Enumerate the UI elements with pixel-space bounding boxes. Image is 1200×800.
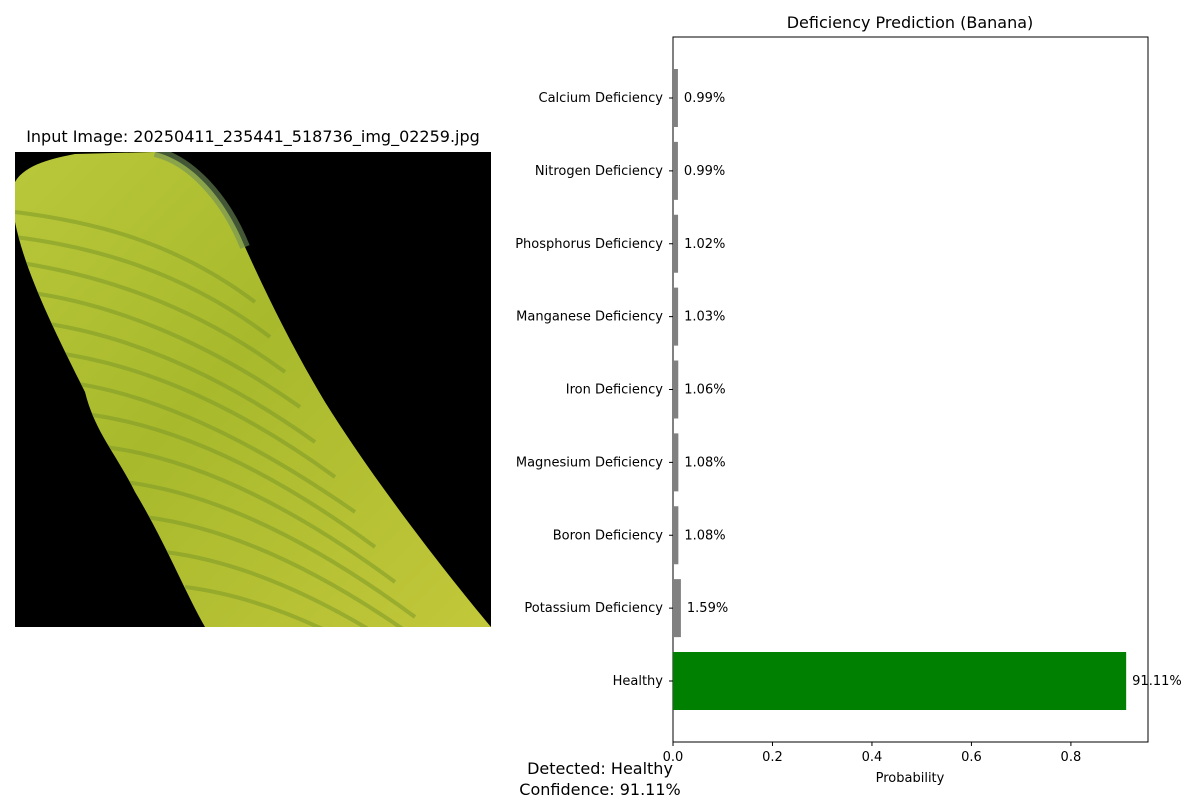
- x-tick-label: 0.0: [663, 750, 684, 765]
- x-tick-label: 0.8: [1061, 750, 1082, 765]
- data-label: 1.08%: [684, 455, 725, 470]
- image-title: Input Image: 20250411_235441_518736_img_…: [26, 127, 480, 146]
- bar-manganese-deficiency: [673, 287, 679, 346]
- data-label: 1.59%: [687, 601, 728, 616]
- y-tick-label: Iron Deficiency: [566, 383, 664, 398]
- data-label: 1.06%: [684, 383, 725, 398]
- prediction-summary: Detected: Healthy Confidence: 91.11%: [450, 758, 750, 800]
- y-tick-label: Healthy: [613, 674, 664, 689]
- x-tick-label: 0.6: [961, 750, 982, 765]
- bar-boron-deficiency: [673, 506, 679, 565]
- y-tick-label: Nitrogen Deficiency: [535, 164, 663, 179]
- y-tick-label: Phosphorus Deficiency: [515, 237, 663, 252]
- data-label: 1.02%: [684, 237, 725, 252]
- data-label: 0.99%: [684, 91, 725, 106]
- x-axis-label: Probability: [876, 771, 945, 786]
- data-label: 91.11%: [1132, 674, 1182, 689]
- x-tick-label: 0.2: [762, 750, 783, 765]
- y-tick-label: Calcium Deficiency: [539, 91, 664, 106]
- bar-potassium-deficiency: [673, 579, 681, 638]
- data-label: 1.08%: [684, 528, 725, 543]
- y-tick-label: Manganese Deficiency: [516, 310, 663, 325]
- chart-title: Deficiency Prediction (Banana): [787, 13, 1034, 32]
- detected-label: Detected: Healthy: [527, 759, 673, 778]
- bar-calcium-deficiency: [673, 69, 678, 127]
- input-image: [15, 152, 491, 627]
- y-tick-label: Potassium Deficiency: [524, 601, 663, 616]
- bar-magnesium-deficiency: [673, 433, 679, 492]
- y-tick-label: Magnesium Deficiency: [516, 455, 663, 470]
- plot-frame: [672, 36, 1149, 743]
- bar-nitrogen-deficiency: [673, 141, 678, 200]
- banana-leaf-image: [15, 152, 491, 627]
- bar-phosphorus-deficiency: [673, 214, 679, 273]
- y-tick-label: Boron Deficiency: [553, 528, 664, 543]
- bar-healthy: [673, 652, 1127, 710]
- data-label: 0.99%: [684, 164, 725, 179]
- data-label: 1.03%: [684, 310, 725, 325]
- confidence-label: Confidence: 91.11%: [519, 780, 681, 799]
- x-tick-label: 0.4: [862, 750, 883, 765]
- bar-iron-deficiency: [673, 360, 679, 419]
